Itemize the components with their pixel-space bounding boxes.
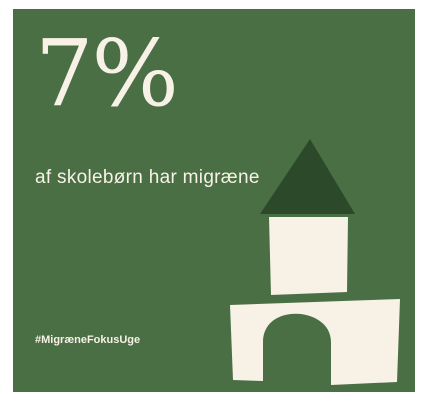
roof-triangle [260,139,355,214]
stat-caption: af skolebørn har migræne [35,167,260,188]
infographic-card: 7% af skolebørn har migræne #MigræneFoku… [13,9,415,392]
stat-value: 7% [35,20,179,127]
middle-block [269,217,348,295]
arch-block [230,299,400,385]
hashtag-label: #MigræneFokusUge [35,334,141,346]
